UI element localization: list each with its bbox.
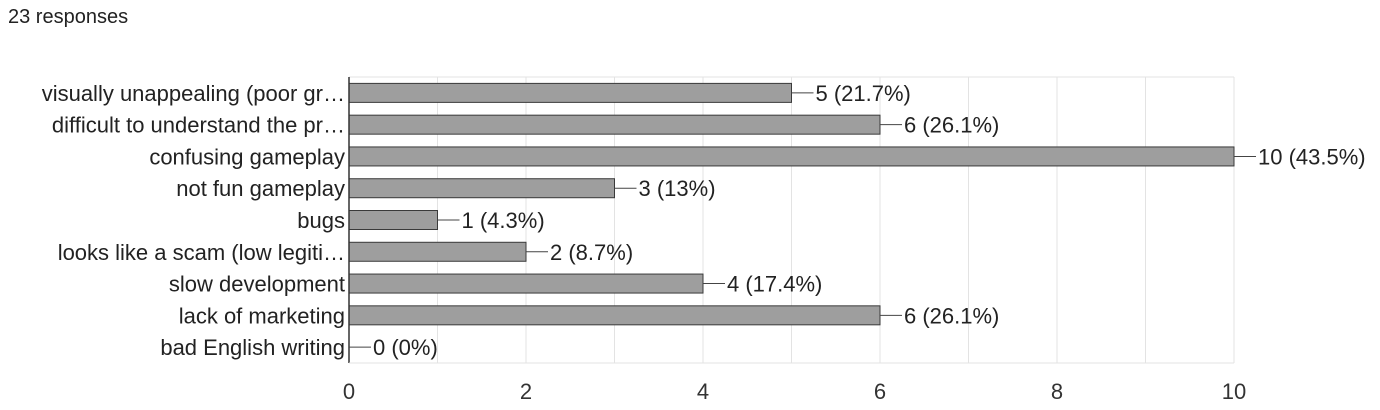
bar xyxy=(348,178,615,199)
category-label: lack of marketing xyxy=(179,303,345,328)
labels: 5 (21.7%) visually unappealing (poor gr… 6… xyxy=(42,81,1366,360)
bar xyxy=(348,210,438,230)
category-label: bad English writing xyxy=(160,335,345,360)
data-label: 10 (43.5%) xyxy=(1258,144,1366,169)
category-label: looks like a scam (low legiti… xyxy=(58,240,345,265)
x-tick-label: 10 xyxy=(1222,379,1246,404)
bar xyxy=(348,305,881,326)
category-label: slow development xyxy=(169,272,345,297)
data-label: 2 (8.7%) xyxy=(550,240,633,265)
bar xyxy=(348,146,1235,167)
category-label: difficult to understand the pr… xyxy=(52,113,345,138)
category-label: confusing gameplay xyxy=(149,144,345,169)
bar xyxy=(348,82,792,103)
x-tick-label: 4 xyxy=(697,379,709,404)
x-tick-label: 6 xyxy=(874,379,886,404)
data-label: 6 (26.1%) xyxy=(904,303,999,328)
category-label: bugs xyxy=(297,208,345,233)
data-label: 0 (0%) xyxy=(373,335,438,360)
bar xyxy=(348,273,704,294)
x-tick-label: 2 xyxy=(520,379,532,404)
category-label: visually unappealing (poor gr… xyxy=(42,81,345,106)
category-label: not fun gameplay xyxy=(176,176,345,201)
x-tick-label: 0 xyxy=(343,379,355,404)
data-label: 4 (17.4%) xyxy=(727,272,822,297)
data-label: 1 (4.3%) xyxy=(462,208,545,233)
responses-count: 23 responses xyxy=(8,6,129,28)
data-label: 5 (21.7%) xyxy=(816,81,911,106)
data-label: 3 (13%) xyxy=(639,176,716,201)
axes: 0 2 4 6 8 10 xyxy=(343,77,1246,404)
data-label: 6 (26.1%) xyxy=(904,113,999,138)
bars xyxy=(348,82,1235,326)
x-tick-label: 8 xyxy=(1051,379,1063,404)
bar xyxy=(348,241,527,262)
bar xyxy=(348,114,881,135)
